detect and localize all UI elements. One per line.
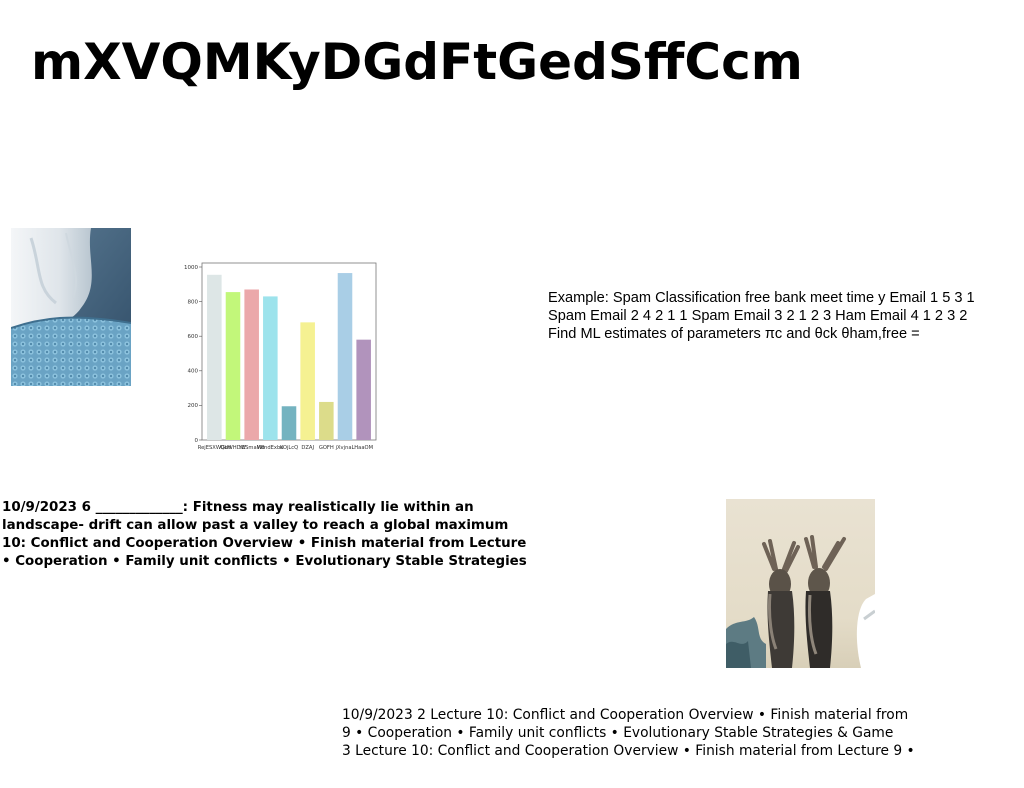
- bold-line: landscape- drift can allow past a valley…: [2, 518, 509, 533]
- lecture-line: 10/9/2023 2 Lecture 10: Conflict and Coo…: [342, 707, 909, 723]
- bed-linen-photo: [11, 228, 131, 386]
- chart-x-tick-label: HaaOM: [354, 445, 373, 451]
- chart-y-tick-label: 1000: [184, 265, 198, 271]
- example-line: Example: Spam Classification free bank m…: [548, 290, 975, 306]
- chart-bar: [337, 273, 353, 440]
- chart-bar: [263, 296, 278, 440]
- chart-x-tick-label: jXvjnaL: [335, 445, 355, 451]
- chart-y-tick-label: 600: [188, 334, 199, 340]
- chart-bar: [207, 274, 222, 440]
- lecture-text: 10/9/2023 2 Lecture 10: Conflict and Coo…: [342, 706, 982, 760]
- two-people-raising-arms-photo: [726, 499, 875, 668]
- chart-x-tick-label: GOFH: [319, 445, 334, 451]
- chart-bar: [244, 289, 259, 440]
- page-title: mXVQMKyDGdFtGedSffCcm: [31, 33, 803, 91]
- chart-x-tick-label: WmdExbe: [257, 445, 283, 451]
- example-text: Example: Spam Classification free bank m…: [548, 289, 1024, 343]
- chart-bar: [300, 322, 315, 440]
- chart-bars: [207, 273, 371, 440]
- chart-y-tick-label: 400: [188, 369, 199, 375]
- chart-bar: [319, 401, 334, 440]
- lecture-line: 9 • Cooperation • Family unit conflicts …: [342, 725, 894, 741]
- chart-bar: [225, 292, 241, 440]
- lecture-line: 3 Lecture 10: Conflict and Cooperation O…: [342, 743, 915, 759]
- chart-x-tick-label: RejESXWGtH: [198, 445, 231, 451]
- chart-bar: [356, 339, 371, 440]
- chart-y-tick-label: 0: [195, 438, 199, 444]
- chart-y-tick-label: 200: [188, 403, 199, 409]
- chart-y-ticks: 0 200 400 600 800 1000: [184, 265, 202, 444]
- chart-x-tick-label: QuWHDW: [220, 445, 246, 451]
- example-line: Find ML estimates of parameters πc and θ…: [548, 326, 920, 342]
- bold-line: 10: Conflict and Cooperation Overview • …: [2, 536, 527, 551]
- bar-chart: 0 200 400 600 800 1000 RejESXWGtHQuWHDWYESmaM…: [184, 262, 377, 451]
- bold-lecture-text: 10/9/2023 6 _____________: Fitness may r…: [2, 499, 602, 571]
- bold-line: 10/9/2023 6 _____________: Fitness may r…: [2, 500, 474, 515]
- bold-line: • Cooperation • Family unit conflicts • …: [2, 554, 527, 569]
- chart-x-tick-label: YESmaMB: [238, 445, 265, 451]
- example-line: Spam Email 2 4 2 1 1 Spam Email 3 2 1 2 …: [548, 308, 968, 324]
- chart-x-tick-label: KOjLcQ: [280, 445, 298, 451]
- chart-x-tick-label: DZAJ: [301, 445, 314, 451]
- chart-bar: [281, 406, 297, 440]
- chart-y-tick-label: 800: [188, 299, 199, 305]
